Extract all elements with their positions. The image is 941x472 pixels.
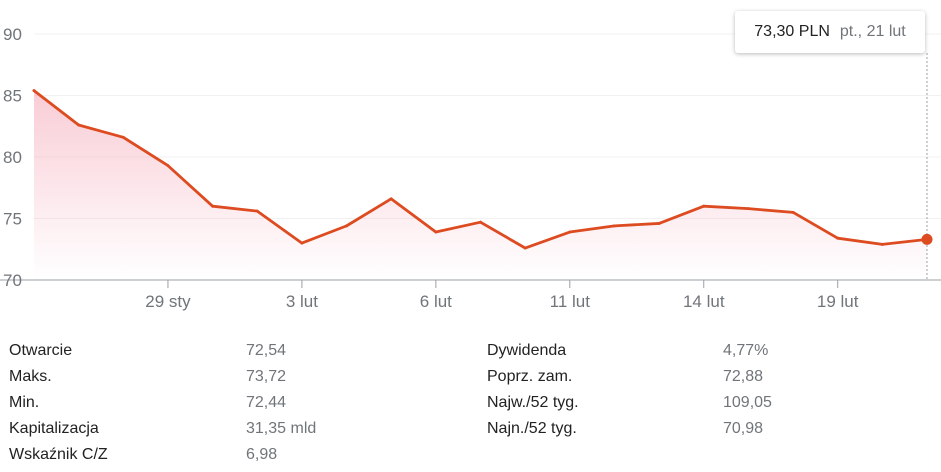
y-axis: 70 75 80 85 90 — [3, 25, 22, 290]
price-line-segment — [389, 197, 438, 234]
price-series — [32, 89, 929, 250]
price-point — [523, 246, 527, 250]
price-point — [747, 207, 750, 211]
y-tick-label: 70 — [3, 271, 22, 290]
tooltip-date: pt., 21 lut — [839, 23, 906, 40]
stat-value-open: 72,54 — [246, 342, 287, 359]
price-point — [121, 135, 125, 139]
price-line-segment — [479, 220, 527, 250]
stat-label-52w-high: Najw./52 tyg. — [487, 394, 579, 411]
price-chart[interactable]: 70 75 80 85 90 29 sty 3 lut 6 lut 11 lut 14 lut 1… — [0, 0, 941, 330]
stat-label-market-cap: Kapitalizacja — [9, 420, 99, 437]
stat-label-pe-ratio: Wskaźnik C/Z — [9, 446, 108, 463]
price-line-segment — [255, 209, 304, 245]
price-line-segment — [32, 89, 81, 127]
stat-label-52w-low: Najn./52 tyg. — [487, 420, 577, 437]
stat-label-high: Maks. — [9, 368, 52, 385]
price-point — [300, 241, 304, 245]
price-line-segment — [747, 207, 795, 214]
price-point — [791, 210, 795, 214]
y-tick-label: 75 — [3, 210, 22, 229]
x-tick-label: 29 sty — [145, 292, 191, 311]
price-tooltip: 73,30 PLN pt., 21 lut — [735, 11, 925, 53]
price-line-segment — [300, 224, 348, 245]
price-line-segment — [211, 204, 259, 213]
stat-value-52w-low: 70,98 — [723, 420, 764, 437]
stat-label-dividend: Dywidenda — [487, 342, 567, 359]
price-point — [32, 89, 36, 92]
y-tick-label: 90 — [3, 25, 22, 44]
price-line-segment — [434, 220, 482, 234]
stats-table: Otwarcie Maks. Min. Kapitalizacja Wskaźn… — [0, 338, 941, 472]
stat-value-pe-ratio: 6,98 — [246, 446, 278, 463]
stat-label-prev-close: Poprz. zam. — [487, 368, 573, 385]
stats-left-values: 72,54 73,72 72,44 31,35 mld 6,98 — [246, 338, 316, 468]
stats-right-labels: Dywidenda Poprz. zam. Najw./52 tyg. Najn… — [487, 338, 579, 442]
price-line-segment — [166, 164, 215, 208]
price-line-segment — [613, 222, 661, 228]
price-line-segment — [702, 204, 750, 211]
last-point-marker[interactable] — [921, 233, 933, 245]
stat-value-low: 72,44 — [246, 394, 287, 411]
price-line-segment — [345, 197, 393, 228]
y-tick-label: 80 — [3, 148, 22, 167]
price-point — [479, 220, 482, 224]
x-tick-label: 11 lut — [550, 292, 591, 311]
stat-label-low: Min. — [9, 394, 40, 411]
price-point — [434, 230, 438, 234]
price-line-segment — [657, 204, 706, 225]
stat-value-52w-high: 109,05 — [723, 394, 772, 411]
x-tick-label: 14 lut — [683, 292, 725, 311]
price-point — [880, 242, 884, 246]
price-line-segment — [880, 238, 929, 246]
price-point — [345, 224, 348, 228]
tooltip-price: 73,30 PLN — [754, 23, 830, 40]
stat-value-dividend: 4,77% — [723, 342, 769, 359]
stat-value-high: 73,72 — [246, 368, 287, 385]
price-point — [77, 123, 81, 127]
x-tick-label: 19 lut — [817, 292, 859, 311]
price-point — [389, 197, 393, 201]
stat-label-open: Otwarcie — [9, 342, 73, 359]
stats-left-labels: Otwarcie Maks. Min. Kapitalizacja Wskaźn… — [9, 338, 108, 468]
price-point — [211, 204, 215, 208]
y-tick-label: 85 — [3, 87, 22, 106]
stats-right-values: 4,77% 72,88 109,05 70,98 — [723, 338, 772, 442]
x-tick-label: 6 lut — [420, 292, 452, 311]
price-area-fill — [34, 90, 927, 280]
stat-value-prev-close: 72,88 — [723, 368, 764, 385]
price-point — [702, 204, 706, 208]
x-axis: 29 sty 3 lut 6 lut 11 lut 14 lut 19 lut — [145, 280, 859, 311]
price-point — [657, 222, 661, 225]
price-line-segment — [523, 230, 572, 250]
price-line-segment — [568, 224, 616, 234]
stat-value-market-cap: 31,35 mld — [246, 420, 317, 437]
price-line-segment — [121, 135, 170, 168]
price-point — [836, 236, 840, 240]
price-point — [568, 230, 572, 234]
price-line-segment — [791, 210, 840, 240]
x-tick-label: 3 lut — [286, 292, 318, 311]
price-point — [166, 164, 170, 168]
price-line-segment — [836, 236, 884, 246]
price-line-segment — [77, 123, 125, 139]
price-point — [613, 224, 616, 228]
price-point — [255, 209, 259, 213]
